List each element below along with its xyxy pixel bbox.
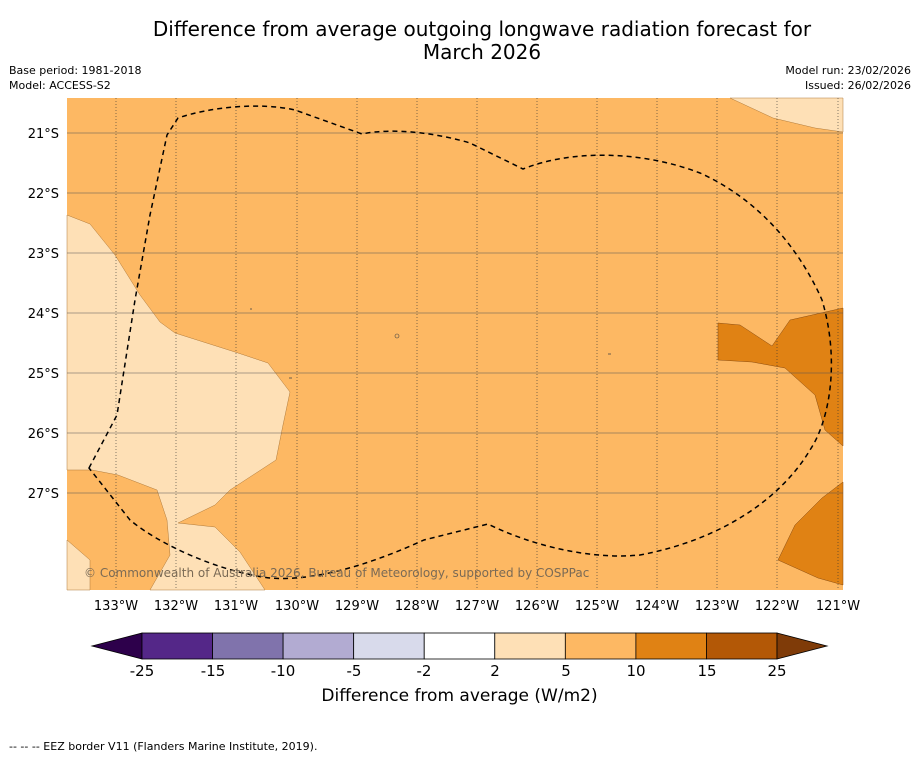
contour-speck-1 — [394, 333, 400, 339]
region-2-5-west — [66, 214, 291, 591]
colorbar: -25 -15 -10 -5 -2 2 5 10 15 25 — [90, 632, 829, 680]
colorbar-under-arrow — [90, 632, 143, 660]
lon-label-129w: 129°W — [335, 599, 379, 614]
colorbar-bin — [635, 632, 707, 660]
colorbar-tick-label: 15 — [697, 662, 716, 680]
gridlines — [67, 98, 843, 590]
colorbar-bin — [494, 632, 566, 660]
colorbar-tick-label: 5 — [561, 662, 571, 680]
model-name: Model: ACCESS-S2 — [9, 79, 111, 92]
map-panel: © Commonwealth of Australia 2026, Bureau… — [66, 97, 844, 591]
meta-left: Base period: 1981-2018 Model: ACCESS-S2 — [9, 63, 141, 93]
colorbar-bin — [141, 632, 213, 660]
lat-label-22s: 22°S — [28, 187, 59, 202]
chart-title: Difference from average outgoing longwav… — [60, 18, 904, 64]
lon-label-128w: 128°W — [395, 599, 439, 614]
longitude-labels: 133°W 132°W 131°W 130°W 129°W 128°W 127°… — [94, 599, 860, 614]
lon-label-130w: 130°W — [275, 599, 319, 614]
lon-label-122w: 122°W — [755, 599, 799, 614]
issued-date: Issued: 26/02/2026 — [804, 79, 911, 92]
lon-label-125w: 125°W — [575, 599, 619, 614]
base-period: Base period: 1981-2018 — [9, 64, 142, 77]
colorbar-bin — [706, 632, 778, 660]
eez-border — [88, 105, 833, 580]
lon-label-131w: 131°W — [214, 599, 258, 614]
lon-label-133w: 133°W — [94, 599, 138, 614]
title-line-1: Difference from average outgoing longwav… — [152, 17, 812, 41]
colorbar-bin — [282, 632, 355, 660]
region-10-15-east — [717, 307, 844, 447]
colorbar-over-arrow — [776, 632, 829, 660]
meta-right: Model run: 23/02/2026 Issued: 26/02/2026 — [785, 63, 911, 93]
lon-label-132w: 132°W — [154, 599, 198, 614]
region-2-5-southwest — [66, 539, 91, 591]
colorbar-tick-label: -2 — [417, 662, 432, 680]
colorbar-bin — [353, 632, 425, 660]
lon-label-126w: 126°W — [515, 599, 559, 614]
colorbar-tick-label: 2 — [490, 662, 500, 680]
lon-label-121w: 121°W — [816, 599, 860, 614]
colorbar-ticks: -25 -15 -10 -5 -2 2 5 10 15 25 — [130, 662, 787, 680]
colorbar-bins — [141, 632, 778, 660]
lon-label-127w: 127°W — [455, 599, 499, 614]
lat-label-26s: 26°S — [28, 427, 59, 442]
lon-label-123w: 123°W — [695, 599, 739, 614]
colorbar-bin — [564, 632, 637, 660]
latitude-labels: 21°S 22°S 23°S 24°S 25°S 26°S 27°S — [28, 127, 59, 502]
colorbar-bin — [212, 632, 284, 660]
colorbar-tick-label: -15 — [201, 662, 226, 680]
title-line-2: March 2026 — [422, 40, 542, 64]
colorbar-tick-label: -10 — [271, 662, 296, 680]
lat-label-24s: 24°S — [28, 307, 59, 322]
lat-label-27s: 27°S — [28, 487, 59, 502]
colorbar-tick-label: -25 — [130, 662, 155, 680]
copyright-notice: © Commonwealth of Australia 2026, Bureau… — [84, 566, 589, 580]
colorbar-tick-label: -5 — [347, 662, 362, 680]
region-2-5-northeast — [729, 97, 844, 133]
lat-label-21s: 21°S — [28, 127, 59, 142]
colorbar-tick-label: 10 — [626, 662, 645, 680]
lat-label-25s: 25°S — [28, 367, 59, 382]
model-run: Model run: 23/02/2026 — [785, 64, 911, 77]
lat-label-23s: 23°S — [28, 247, 59, 262]
region-10-15-southeast — [777, 481, 844, 586]
eez-footnote: -- -- -- EEZ border V11 (Flanders Marine… — [9, 740, 318, 753]
colorbar-tick-label: 25 — [767, 662, 786, 680]
colorbar-title: Difference from average (W/m2) — [321, 686, 598, 706]
colorbar-bin — [423, 632, 496, 660]
lon-label-124w: 124°W — [635, 599, 679, 614]
